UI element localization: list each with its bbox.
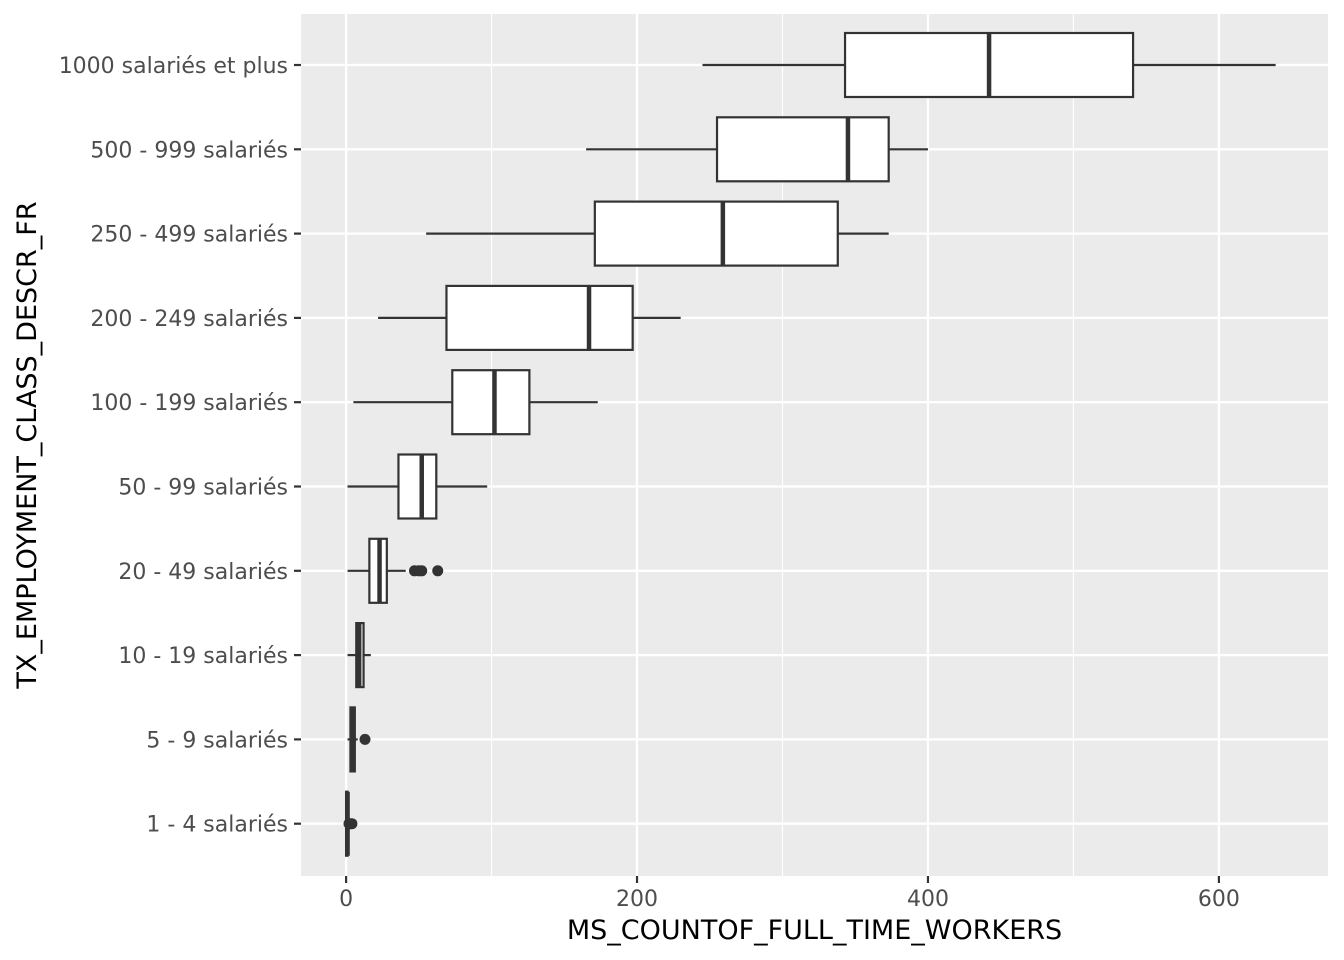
box-iqr <box>397 453 438 520</box>
y-tick-label: 5 - 9 salariés <box>146 728 288 753</box>
x-tick-label: 400 <box>907 887 949 912</box>
box-group <box>378 284 681 351</box>
box-group <box>586 116 928 183</box>
box-iqr <box>715 116 890 183</box>
outlier-point <box>416 565 428 577</box>
x-tick-label: 600 <box>1198 887 1240 912</box>
y-tick-label: 1 - 4 salariés <box>146 813 288 838</box>
box-group <box>702 31 1276 99</box>
y-tick-label: 500 - 999 salariés <box>90 138 288 163</box>
box-layer <box>343 31 1276 857</box>
x-tick-label: 0 <box>339 887 353 912</box>
outlier-point <box>432 565 444 577</box>
y-tick-label: 200 - 249 salariés <box>90 307 288 332</box>
box-group <box>353 369 598 436</box>
y-axis-title: TX_EMPLOYMENT_CLASS_DESCR_FR <box>12 201 43 689</box>
box-group <box>347 453 488 520</box>
y-tick-label: 250 - 499 salariés <box>90 223 288 248</box>
outlier-point <box>346 818 358 830</box>
box-iqr <box>593 200 839 267</box>
box-iqr <box>445 284 634 351</box>
box-group <box>347 537 444 604</box>
x-tick-label: 200 <box>616 887 658 912</box>
y-tick-label: 50 - 99 salariés <box>118 476 288 501</box>
box-iqr <box>451 369 531 436</box>
y-tick-label: 100 - 199 salariés <box>90 391 288 416</box>
outlier-point <box>359 733 371 745</box>
x-axis-title: MS_COUNTOF_FULL_TIME_WORKERS <box>567 915 1062 946</box>
y-tick-label: 10 - 19 salariés <box>118 644 288 669</box>
y-tick-label: 20 - 49 salariés <box>118 560 288 585</box>
y-tick-label: 1000 salariés et plus <box>59 54 288 79</box>
box-group <box>347 621 371 689</box>
box-group <box>343 790 358 857</box>
box-group <box>347 706 371 773</box>
box-group <box>426 200 889 267</box>
axes: 0 200 400 600 1000 salariés et plus 500 - 999… <box>59 54 1240 912</box>
